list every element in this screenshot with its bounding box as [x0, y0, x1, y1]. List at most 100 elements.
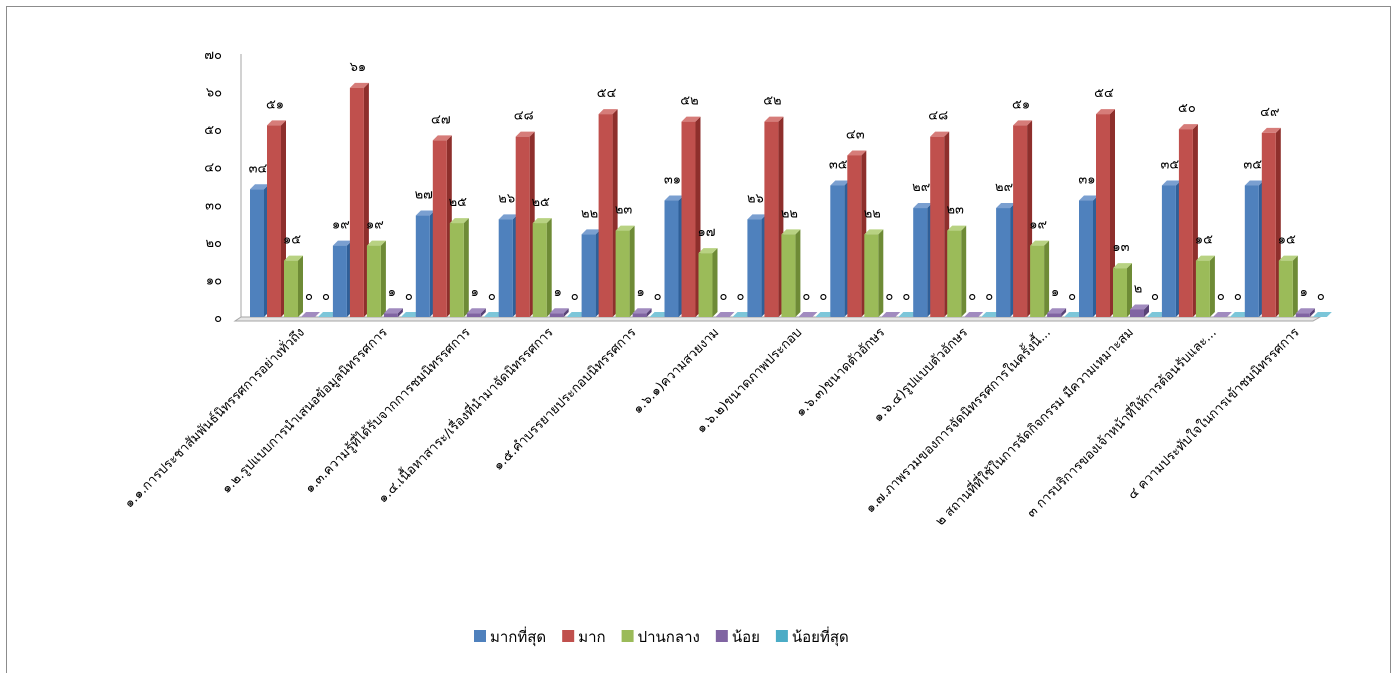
bar-top [847, 150, 867, 156]
bar-top [1130, 304, 1149, 310]
data-label: ๒๒ [581, 206, 598, 221]
bar [598, 109, 618, 317]
bar-front [1278, 260, 1293, 317]
bar-front [1195, 260, 1210, 317]
data-label: ๓๕ [1161, 158, 1180, 173]
legend-swatch [775, 630, 788, 642]
data-label: ๔๙ [1260, 105, 1279, 120]
bar-top [566, 312, 586, 317]
bar [449, 218, 469, 317]
bar [1244, 180, 1264, 317]
data-label: ๕๑ [266, 97, 284, 112]
data-label: ๓๔ [249, 161, 268, 176]
bar [581, 229, 601, 317]
bar-side [380, 240, 386, 317]
bar-front [449, 223, 464, 317]
bar-side [480, 308, 486, 317]
legend-item: น้อย [715, 628, 760, 646]
bar-front [581, 234, 596, 317]
bar-top [898, 312, 918, 317]
bar-front [1113, 268, 1127, 317]
bar [847, 150, 867, 317]
bar-top [1113, 263, 1132, 269]
bar [366, 240, 386, 317]
data-label: ๔๘ [928, 109, 948, 124]
bar [483, 312, 503, 317]
bar [764, 116, 784, 317]
data-label: ๒๕ [449, 195, 468, 210]
legend-item: น้อยที่สุด [775, 626, 849, 647]
bar-front [383, 313, 398, 317]
data-label: ๕๐ [1178, 101, 1196, 116]
bar-top [615, 225, 635, 231]
bar-top [798, 312, 818, 317]
bars [250, 82, 1332, 318]
category-label: ๔ ความประทับใจในการเข้าชมนิทรรศการ [1124, 325, 1302, 503]
bar [1278, 255, 1298, 317]
legend-item: มากที่สุด [474, 626, 546, 647]
bar [1147, 312, 1166, 317]
bar-top [1096, 109, 1115, 115]
data-label: ๒๕ [531, 195, 550, 210]
bar [400, 312, 420, 317]
bar [566, 312, 586, 317]
bar [864, 229, 884, 317]
bar-front [664, 200, 679, 317]
bar-front [847, 155, 862, 317]
bar-top [964, 312, 984, 317]
bar [1212, 312, 1232, 317]
bar-front [781, 234, 796, 317]
bar-top [1064, 312, 1084, 317]
legend-label: ปานกลาง [638, 628, 700, 646]
bar-side [1292, 255, 1298, 317]
data-label: ๑๙ [332, 218, 350, 233]
bar-front [996, 208, 1011, 317]
data-label: ๕๑ [1012, 97, 1030, 112]
bar-top [1212, 312, 1232, 317]
y-tick-label: ๗๐ [204, 48, 222, 63]
data-label: ๐ [571, 289, 579, 304]
bar-side [397, 308, 403, 317]
bar [1195, 255, 1215, 317]
bar [1161, 180, 1181, 317]
bar-front [930, 136, 945, 317]
data-label: ๑๙ [1029, 218, 1047, 233]
bar-top [366, 240, 386, 246]
data-label: ๑ [554, 285, 562, 300]
bar [1312, 312, 1332, 317]
bar [632, 308, 652, 317]
bar [383, 308, 403, 317]
data-label: ๑๗ [697, 225, 715, 240]
bar [1261, 127, 1281, 318]
bar-top [781, 229, 801, 235]
bar [1295, 308, 1315, 317]
data-label: ๓๑ [1078, 173, 1095, 188]
bar [515, 131, 535, 317]
bar-front [498, 219, 513, 317]
data-label: ๐ [902, 289, 910, 304]
bar-top [598, 109, 618, 115]
data-label: ๐ [1234, 289, 1242, 304]
data-label: ๑๙ [366, 218, 384, 233]
bar-top [732, 312, 752, 317]
data-label: ๕๒ [680, 94, 698, 109]
bar [1064, 312, 1084, 317]
bar-front [864, 234, 879, 317]
bar [1178, 124, 1198, 318]
bar-top [715, 312, 735, 317]
category-label: ๑.๕.คำบรรยายประกอบนิทรรศการ [491, 325, 640, 474]
bar [1113, 263, 1132, 317]
category-label: ๑.๖.๔)รูปแบบตัวอักษร [871, 325, 971, 425]
bar-top [1161, 180, 1181, 186]
bar-side [1209, 255, 1215, 317]
bar [930, 131, 950, 317]
data-label: ๒๓ [946, 203, 964, 218]
bar-top [581, 229, 601, 235]
data-label: ๕๔ [1094, 86, 1114, 101]
data-label: ๐ [737, 289, 745, 304]
data-label: ๑ [471, 285, 479, 300]
bar-top [830, 180, 850, 186]
bar-side [1309, 308, 1315, 317]
y-tick-label: ๔๐ [204, 161, 222, 176]
